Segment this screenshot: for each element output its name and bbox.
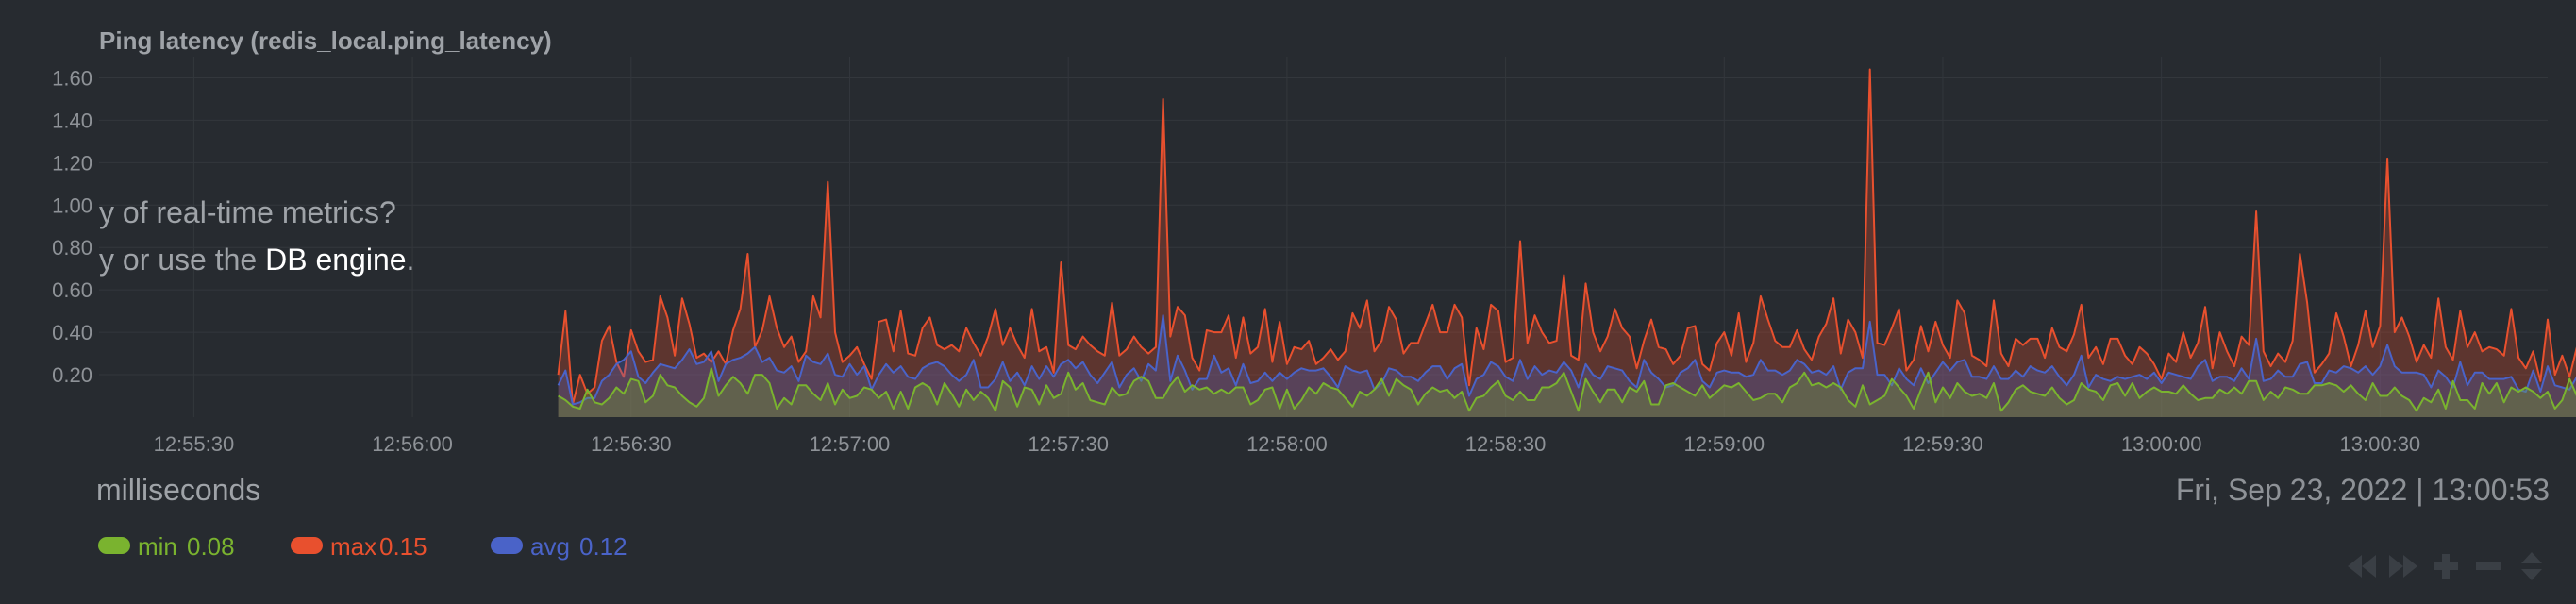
overlay-line-2: y or use the DB engine. [99, 243, 414, 277]
zoom-in-icon[interactable] [2434, 554, 2458, 579]
legend-name: max [330, 532, 376, 561]
chart-nav [2348, 552, 2542, 580]
y-tick-label: 1.60 [52, 66, 92, 90]
legend-item-max[interactable]: max 0.15 [291, 532, 427, 561]
x-tick-label: 13:00:00 [2121, 432, 2202, 456]
legend-swatch [491, 537, 523, 554]
datetime-label: Fri, Sep 23, 2022 | 13:00:53 [2176, 473, 2550, 507]
legend-value: 0.12 [579, 532, 627, 561]
legend-name: min [138, 532, 177, 561]
x-tick-label: 12:59:00 [1683, 432, 1765, 456]
legend-swatch [98, 537, 130, 554]
series-min-line [558, 367, 2576, 412]
legend-value: 0.15 [379, 532, 427, 561]
series-layer [557, 68, 2576, 417]
y-tick-label: 0.40 [52, 321, 92, 344]
series-max-area [558, 69, 2576, 417]
overlay-line-2-prefix: y or use the [99, 243, 257, 277]
y-tick-label: 0.80 [52, 236, 92, 260]
overlay-line-1: y of real-time metrics? [99, 195, 396, 229]
legend: min 0.08 max 0.15 avg 0.12 [98, 532, 627, 561]
x-tick-label: 12:59:30 [1902, 432, 1983, 456]
grid [99, 57, 2548, 417]
db-engine-link[interactable]: DB engine [265, 243, 406, 277]
fast-forward-icon[interactable] [2389, 555, 2417, 578]
chart-title: Ping latency (redis_local.ping_latency) [99, 26, 552, 55]
x-tick-label: 12:58:00 [1246, 432, 1328, 456]
x-tick-label: 12:56:00 [372, 432, 453, 456]
x-tick-label: 12:56:30 [591, 432, 672, 456]
series-min-area [558, 368, 2576, 417]
legend-swatch [291, 537, 323, 554]
y-tick-label: 1.40 [52, 109, 92, 132]
x-tick-label: 12:58:30 [1465, 432, 1547, 456]
resize-icon[interactable] [2521, 552, 2542, 580]
x-tick-label: 12:57:30 [1028, 432, 1109, 456]
x-axis: 12:55:30 12:56:00 12:56:30 12:57:00 12:57:30… [154, 432, 2421, 456]
x-tick-label: 13:00:30 [2340, 432, 2421, 456]
y-tick-label: 1.20 [52, 151, 92, 175]
zoom-out-icon[interactable] [2476, 562, 2501, 570]
rewind-icon[interactable] [2348, 555, 2376, 578]
x-tick-label: 12:57:00 [810, 432, 891, 456]
units-label: milliseconds [96, 473, 260, 507]
y-axis: 0.20 0.40 0.60 0.80 1.00 1.20 1.40 1.60 [52, 66, 92, 387]
legend-value: 0.08 [187, 532, 235, 561]
y-tick-label: 0.20 [52, 363, 92, 387]
legend-item-min[interactable]: min 0.08 [98, 532, 235, 561]
x-tick-label: 12:55:30 [154, 432, 235, 456]
overlay-line-2-suffix: . [407, 243, 415, 277]
legend-name: avg [530, 532, 570, 561]
y-tick-label: 1.00 [52, 193, 92, 217]
y-tick-label: 0.60 [52, 278, 92, 302]
help-overlay: y of real-time metrics? y or use the DB … [99, 195, 414, 277]
series-max-line [557, 68, 2576, 406]
legend-item-avg[interactable]: avg 0.12 [491, 532, 627, 561]
